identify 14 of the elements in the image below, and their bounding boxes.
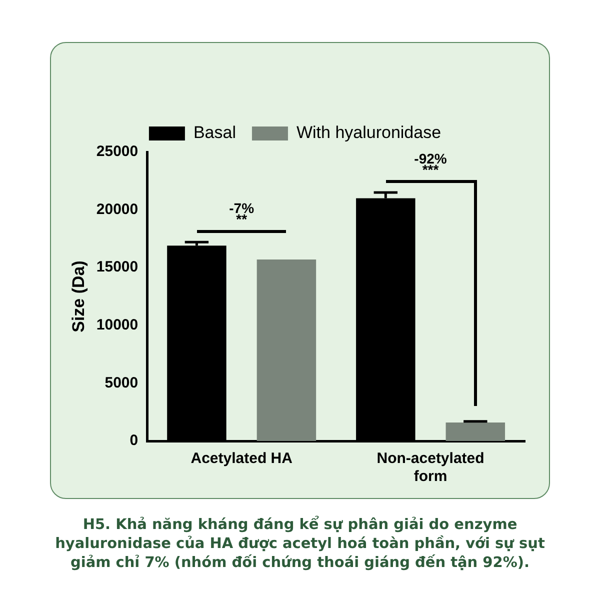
- bar: [256, 260, 316, 441]
- y-tick-label: 25000: [96, 143, 138, 160]
- y-tick-label: 10000: [96, 316, 138, 334]
- bar: [446, 422, 506, 441]
- y-tick-label: 5000: [104, 374, 138, 392]
- y-tick-label: 0: [130, 432, 138, 450]
- x-tick-label: Non-acetylated form: [376, 450, 484, 486]
- legend-label: With hyaluronidase: [296, 123, 442, 142]
- legend-label: Basal: [193, 123, 236, 142]
- y-axis-title: Size (Da): [68, 260, 88, 332]
- x-tick-label: Acetylated HA: [190, 450, 293, 468]
- text: H5. Khả năng kháng đáng kể sự phân giải do enzyme hyaluronidase của HA được acetyl hoá toàn phần, với sự sụt giảm chỉ 7% (nhóm đối chứng thoái giáng đến tận 92%).: [54, 516, 546, 573]
- y-tick-label: 15000: [96, 258, 138, 276]
- y-tick-label: 20000: [96, 200, 138, 218]
